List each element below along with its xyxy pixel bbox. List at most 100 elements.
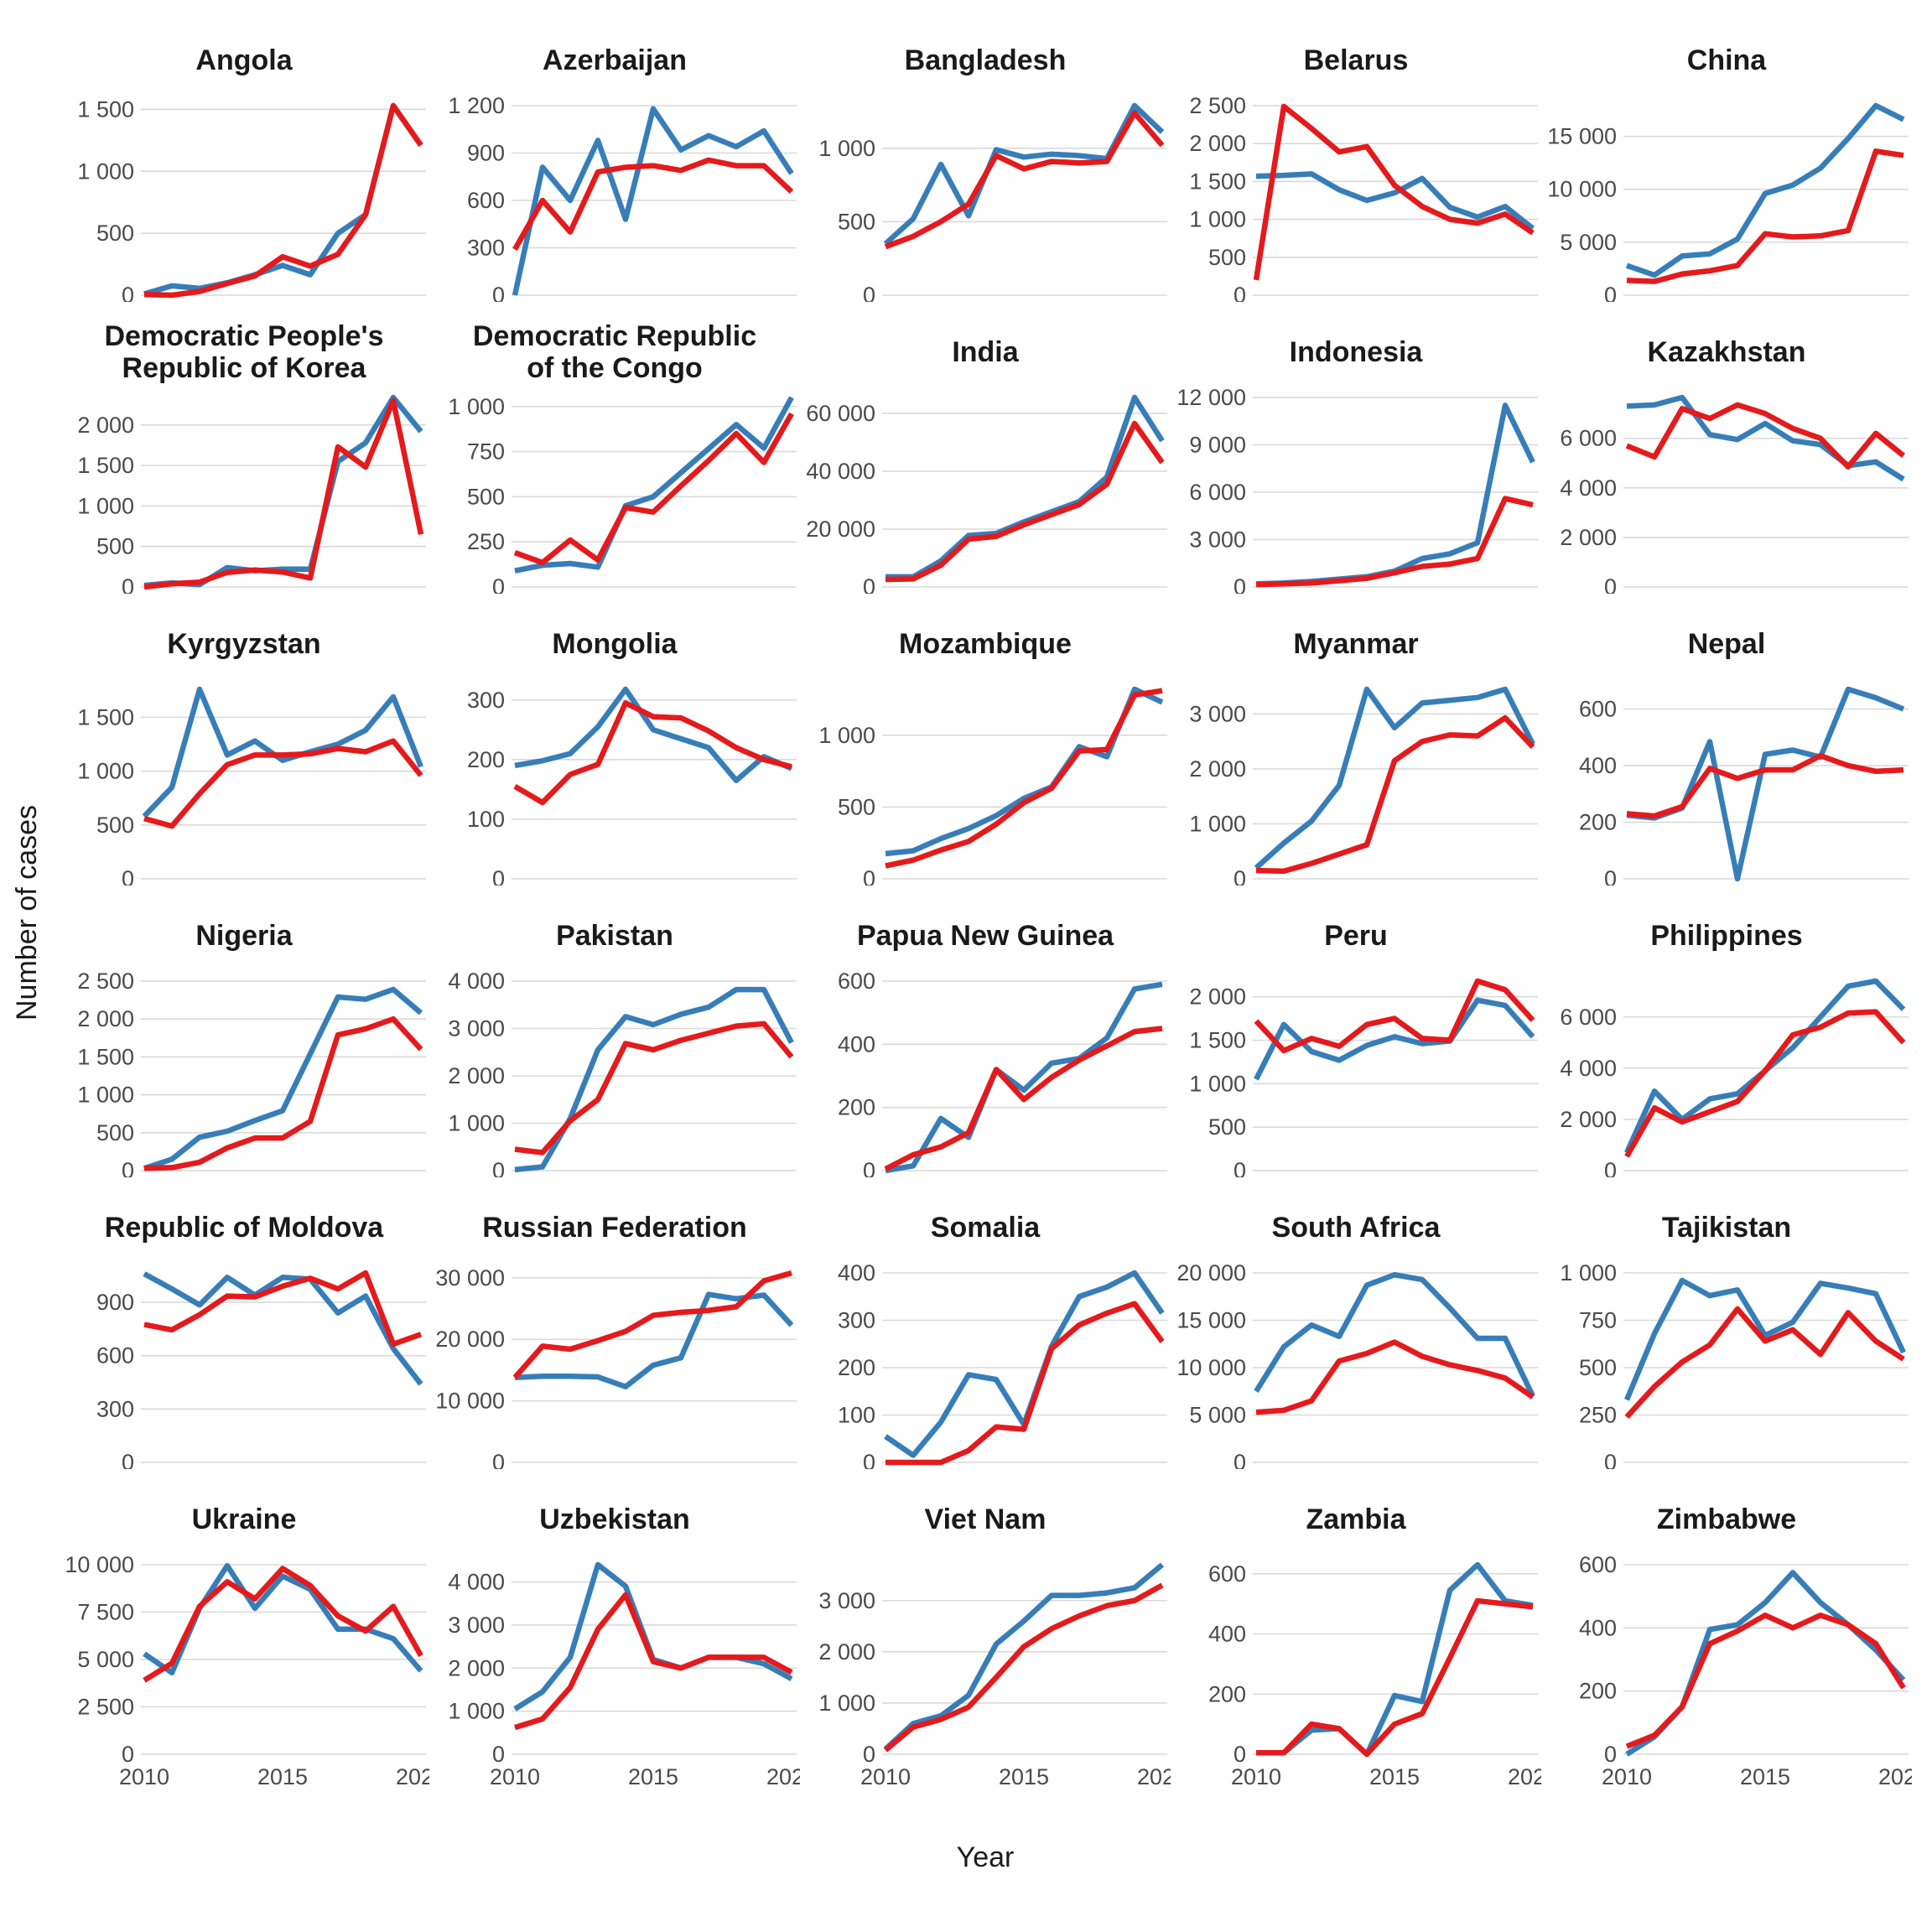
y-tick-label: 600 [96, 1343, 134, 1368]
y-tick-label: 0 [122, 1450, 134, 1469]
facet-title: Uzbekistan [539, 1503, 690, 1535]
y-tick-label: 4 000 [448, 1570, 505, 1595]
facet-title: Russian Federation [482, 1211, 747, 1244]
y-tick-label: 60 000 [806, 401, 875, 426]
facet-chart-nigeria: 0 500 1 000 1 500 2 000 2 500 [77, 971, 426, 1177]
facet-india: India 0 20 000 40 000 60 000 [800, 317, 1171, 594]
facet-chart-papua-new-guinea: 0 200 400 600 [838, 971, 1167, 1177]
series-red-line [1254, 978, 1535, 1054]
y-tick-label: 5 000 [77, 1647, 134, 1672]
facet-chart-russian-federation: 0 10 000 20 000 30 000 [435, 1265, 797, 1469]
series-blue-line [514, 1291, 794, 1389]
facet-philippines: Philippines 0 2 000 4 000 6 000 [1541, 901, 1912, 1177]
facet-chart-pakistan: 0 1 000 2 000 3 000 4 000 [448, 971, 797, 1177]
facet-title: South Africa [1271, 1211, 1441, 1244]
x-tick-label: 2010 [119, 1764, 169, 1789]
x-tick-label: 2010 [490, 1764, 540, 1789]
facet-title: Bangladesh [904, 44, 1067, 76]
facet-title: Zimbabwe [1656, 1503, 1797, 1535]
y-tick-label: 1 500 [1189, 1027, 1246, 1052]
series-blue-line [1255, 402, 1535, 587]
facet-chart-china: 0 5 000 10 000 15 000 [1547, 102, 1909, 302]
facet-title: China [1686, 44, 1767, 76]
series-red-line [1255, 1339, 1535, 1415]
facet-russian-federation: Russian Federation 0 10 000 20 000 30 000 [429, 1192, 800, 1469]
y-tick-label: 250 [467, 529, 505, 554]
y-tick-label: 0 [1604, 1742, 1617, 1767]
series-red-line [143, 738, 423, 829]
facet-chart-kazakhstan: 0 2 000 4 000 6 000 [1560, 394, 1909, 594]
y-tick-label: 5 000 [1189, 1403, 1246, 1428]
facet-viet-nam: Viet Nam 0 1 000 2 000 3 000 2010 2015 2020 [800, 1484, 1171, 1793]
y-tick-label: 9 000 [1189, 433, 1246, 458]
y-tick-label: 500 [96, 534, 134, 559]
y-tick-label: 1 000 [1189, 1071, 1246, 1096]
series-red-line [143, 1015, 423, 1171]
y-tick-label: 500 [1208, 1114, 1246, 1140]
y-tick-label: 1 000 [77, 759, 134, 784]
series-blue-line [885, 981, 1163, 1174]
y-tick-label: 0 [1604, 866, 1617, 886]
facet-title: Belarus [1303, 44, 1409, 76]
facet-angola: Angola 0 500 1 000 1 500 [59, 25, 429, 302]
y-tick-label: 500 [838, 794, 875, 819]
y-tick-label: 2 000 [448, 1655, 505, 1680]
y-tick-label: 5 000 [1560, 230, 1617, 255]
y-tick-label: 1 000 [818, 136, 875, 161]
series-red-line [885, 688, 1163, 869]
facet-democratic-people-s-republic-of-korea: Democratic People's Republic of Korea 0 50… [59, 317, 429, 594]
y-axis-title: Number of cases [10, 804, 43, 1021]
series-red-line [143, 1566, 423, 1683]
facet-title: Kyrgyzstan [167, 627, 321, 660]
facet-chart-zambia: 0 200 400 600 2010 2015 2020 [1208, 1561, 1541, 1789]
facet-chart-viet-nam: 0 1 000 2 000 3 000 2010 2015 2020 [818, 1562, 1171, 1789]
series-red-line [1256, 1597, 1534, 1758]
y-tick-label: 0 [863, 866, 875, 886]
y-tick-label: 1 500 [1189, 169, 1246, 194]
y-tick-label: 200 [1579, 1679, 1617, 1704]
x-tick-label: 2010 [860, 1764, 911, 1789]
y-tick-label: 500 [1208, 245, 1246, 270]
facet-mozambique: Mozambique 0 500 1 000 [800, 609, 1171, 886]
y-tick-label: 0 [863, 283, 875, 302]
x-tick-label: 2015 [257, 1764, 308, 1789]
series-blue-line [1256, 1561, 1534, 1758]
facet-title: Somalia [930, 1211, 1041, 1244]
x-tick-label: 2010 [1602, 1764, 1652, 1789]
facet-grid: Angola 0 500 1 000 1 500 Azerbaijan 0 300 600 900… [59, 25, 1912, 1793]
y-tick-label: 300 [96, 1396, 134, 1421]
facet-chart-democratic-republic-of-the-congo: 0 250 500 750 1 000 [448, 394, 797, 594]
y-tick-label: 10 000 [435, 1389, 505, 1414]
facet-chart-belarus: 0 500 1 000 1 500 2 000 2 500 [1189, 96, 1538, 302]
y-tick-label: 1 500 [77, 96, 134, 122]
series-blue-line [513, 1561, 793, 1711]
y-tick-label: 0 [1604, 1158, 1617, 1177]
facet-republic-of-moldova: Republic of Moldova 0 300 600 900 [59, 1192, 429, 1469]
series-blue-line [1626, 686, 1905, 882]
facet-peru: Peru 0 500 1 000 1 500 2 000 [1171, 901, 1541, 1177]
series-blue-line [886, 394, 1165, 580]
facet-chart-indonesia: 0 3 000 6 000 9 000 12 000 [1176, 387, 1538, 594]
facet-title: Democratic Republic of the Congo [472, 319, 757, 384]
facet-title: Philippines [1650, 919, 1803, 952]
facet-nepal: Nepal 0 200 400 600 [1541, 609, 1912, 886]
y-tick-label: 2 000 [1560, 1107, 1617, 1132]
y-tick-label: 10 000 [1547, 177, 1617, 202]
series-blue-line [514, 686, 793, 783]
series-blue-line [1254, 686, 1535, 870]
y-tick-label: 3 000 [1189, 527, 1246, 553]
y-tick-label: 0 [1233, 1450, 1246, 1469]
facet-chart-somalia: 0 100 200 300 400 [838, 1263, 1167, 1469]
y-tick-label: 200 [1208, 1681, 1246, 1706]
y-tick-label: 0 [122, 574, 134, 594]
y-tick-label: 20 000 [435, 1327, 505, 1352]
x-tick-label: 2015 [999, 1764, 1049, 1789]
y-tick-label: 1 500 [77, 453, 134, 478]
y-tick-label: 100 [838, 1403, 875, 1428]
y-tick-label: 500 [96, 1120, 134, 1145]
facet-chart-azerbaijan: 0 300 600 900 1 200 [448, 96, 797, 302]
y-tick-label: 2 500 [77, 971, 134, 994]
y-tick-label: 900 [96, 1290, 134, 1315]
y-tick-label: 300 [467, 236, 505, 261]
